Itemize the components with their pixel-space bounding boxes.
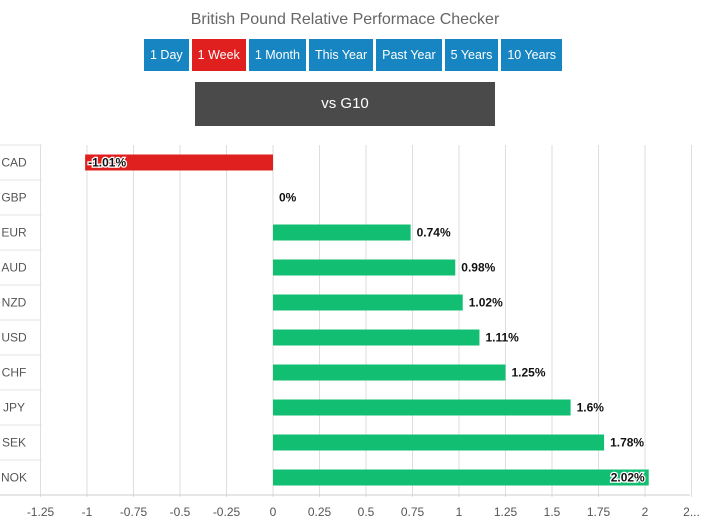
category-label: EUR — [1, 226, 27, 240]
data-label: 0.74% — [417, 226, 451, 240]
x-tick-label: -1.25 — [27, 505, 55, 519]
period-button-10-years[interactable]: 10 Years — [501, 39, 563, 71]
bar — [273, 399, 571, 416]
x-tick-label: 2 — [642, 505, 649, 519]
x-tick-label: 0.25 — [308, 505, 332, 519]
period-button-this-year[interactable]: This Year — [308, 39, 374, 71]
x-tick-label: 1.25 — [494, 505, 518, 519]
period-button-1-month[interactable]: 1 Month — [248, 39, 306, 71]
data-label: 1.6% — [577, 401, 605, 415]
period-selector: 1 Day 1 Week 1 Month This Year Past Year… — [144, 39, 563, 71]
data-label: 2.02% — [611, 471, 645, 485]
x-tick-label: 1 — [456, 505, 463, 519]
period-button-5-years[interactable]: 5 Years — [444, 39, 499, 71]
bar — [273, 294, 463, 311]
category-label: CHF — [2, 366, 27, 380]
data-label: 1.25% — [512, 366, 546, 380]
category-label: NZD — [2, 296, 27, 310]
x-tick-label: 1.75 — [587, 505, 611, 519]
category-label: JPY — [3, 401, 25, 415]
bar — [273, 259, 456, 276]
bar — [273, 364, 506, 381]
category-label: GBP — [1, 191, 26, 205]
x-tick-label: 0.75 — [401, 505, 425, 519]
bar — [273, 329, 480, 346]
category-label: USD — [1, 331, 27, 345]
x-tick-label: -0.75 — [120, 505, 148, 519]
x-tick-label: 2... — [683, 505, 700, 519]
period-button-1-week[interactable]: 1 Week — [191, 39, 246, 71]
x-tick-label: -0.5 — [170, 505, 191, 519]
data-label: 0% — [279, 191, 297, 205]
comparison-selector[interactable]: vs G10 — [195, 82, 495, 126]
data-label: 0.98% — [461, 261, 495, 275]
x-tick-label: -0.25 — [213, 505, 241, 519]
x-tick-label: -1 — [82, 505, 93, 519]
bar — [85, 154, 273, 171]
period-button-1-day[interactable]: 1 Day — [144, 39, 189, 71]
x-tick-label: 0.5 — [358, 505, 375, 519]
period-button-past-year[interactable]: Past Year — [376, 39, 442, 71]
category-label: AUD — [1, 261, 27, 275]
data-label: 1.02% — [469, 296, 503, 310]
data-label: 1.11% — [485, 331, 519, 345]
bar — [273, 434, 605, 451]
category-label: NOK — [1, 471, 27, 485]
x-tick-label: 1.5 — [544, 505, 561, 519]
category-label: SEK — [2, 436, 26, 450]
bar — [273, 224, 411, 241]
chart-title: British Pound Relative Performace Checke… — [190, 11, 500, 28]
data-label: 1.78% — [610, 436, 644, 450]
bar — [273, 469, 649, 486]
data-label: -1.01% — [88, 156, 126, 170]
category-label: CAD — [1, 156, 27, 170]
x-tick-label: 0 — [270, 505, 277, 519]
